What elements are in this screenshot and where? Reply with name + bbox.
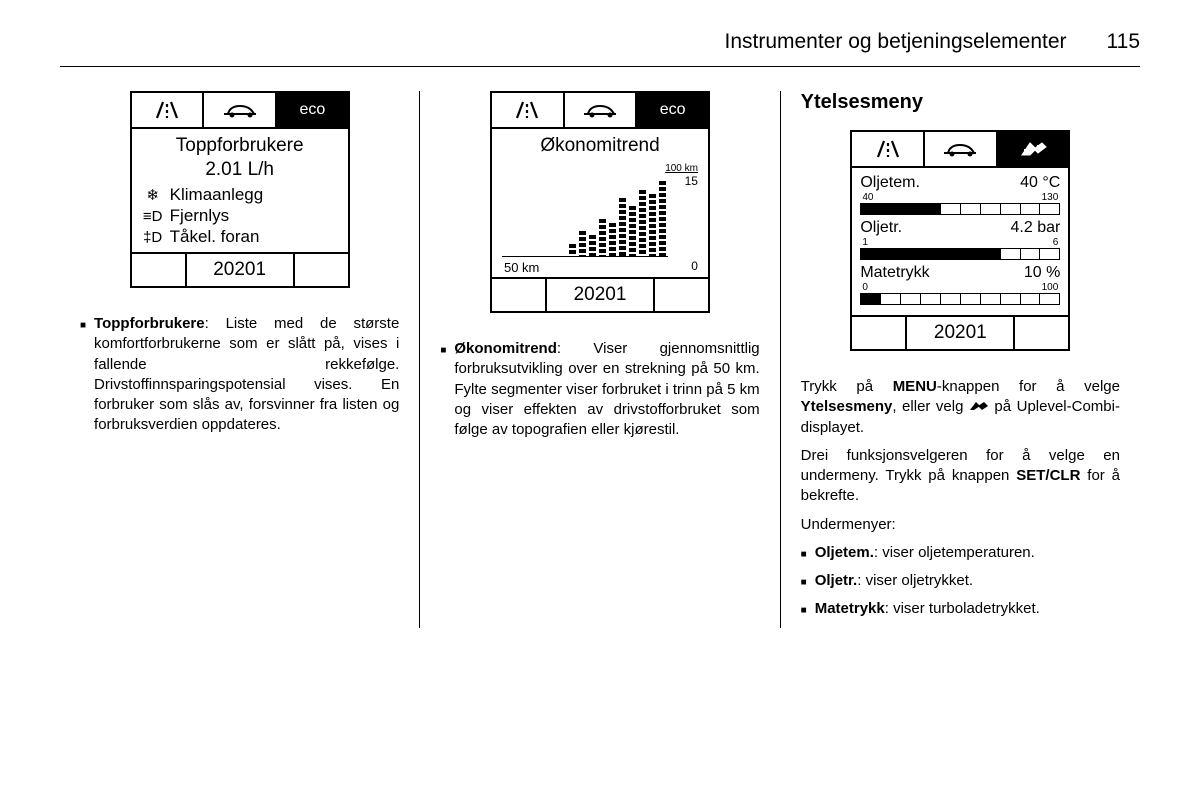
consumer-icon: ❄ bbox=[142, 186, 164, 204]
dic-display-eco-trend: eco Økonomitrend 100 km 15 0 50 km bbox=[490, 91, 710, 313]
performance-rows: Oljetem.40 °C40130Oljetr.4.2 bar16Matetr… bbox=[852, 168, 1068, 317]
consumer-row: ≡D Fjernlys bbox=[142, 206, 338, 226]
column-3: Ytelsesmeny Oljetem.40 °C40130Oljetr.4.2… bbox=[780, 91, 1140, 628]
tab-lane-icon bbox=[492, 93, 565, 127]
perf-value: 10 % bbox=[1024, 264, 1060, 282]
bar bbox=[589, 235, 596, 256]
footer-row: 20201 bbox=[492, 279, 708, 311]
bar bbox=[659, 181, 666, 256]
dic-display-eco-consumers: eco Toppforbrukere 2.01 L/h ❄ Klimaanlegg… bbox=[130, 91, 350, 288]
section-title: Ytelsesmeny bbox=[801, 91, 1120, 114]
perf-label: Oljetem. bbox=[860, 174, 920, 192]
consumer-icon: ≡D bbox=[142, 208, 164, 225]
consumer-label: Klimaanlegg bbox=[170, 185, 264, 205]
screen-title: Toppforbrukere bbox=[142, 135, 338, 157]
tab-row: eco bbox=[492, 93, 708, 129]
screen-title: Økonomitrend bbox=[502, 135, 698, 157]
perf-label: Matetrykk bbox=[860, 264, 929, 282]
bar bbox=[569, 244, 576, 256]
perf-label: Oljetr. bbox=[860, 219, 902, 237]
tab-row bbox=[852, 132, 1068, 168]
perf-value: 40 °C bbox=[1020, 174, 1060, 192]
tab-car-icon bbox=[925, 132, 998, 166]
list-item: Toppforbrukere: Liste med de største kom… bbox=[80, 314, 399, 436]
bar bbox=[649, 194, 656, 256]
screen-value: 2.01 L/h bbox=[142, 159, 338, 181]
screen-body: Toppforbrukere 2.01 L/h ❄ Klimaanlegg ≡D Fj… bbox=[132, 129, 348, 254]
bar bbox=[599, 219, 606, 256]
bar bbox=[579, 231, 586, 256]
consumer-row: ‡D Tåkel. foran bbox=[142, 227, 338, 247]
tab-lane-icon bbox=[132, 93, 205, 127]
column-2: eco Økonomitrend 100 km 15 0 50 km bbox=[419, 91, 779, 628]
list-item: Matetrykk: viser turboladetrykket. bbox=[801, 599, 1120, 619]
bar-chart: 100 km 15 0 50 km bbox=[502, 163, 698, 273]
perf-bar bbox=[860, 248, 1060, 260]
page-header: Instrumenter og betjeningselementer 115 bbox=[60, 30, 1140, 62]
bar bbox=[629, 206, 636, 256]
tab-car-icon bbox=[565, 93, 638, 127]
screen-body: Økonomitrend 100 km 15 0 50 km bbox=[492, 129, 708, 279]
submenu-label: Undermenyer: bbox=[801, 515, 1120, 535]
bullet-list: Økonomitrend: Viser gjennomsnittlig forb… bbox=[440, 339, 759, 440]
perf-row: Oljetem.40 °C40130 bbox=[860, 174, 1060, 215]
odometer: 20201 bbox=[547, 279, 655, 311]
footer-row: 20201 bbox=[132, 254, 348, 286]
consumer-row: ❄ Klimaanlegg bbox=[142, 185, 338, 205]
consumer-label: Tåkel. foran bbox=[170, 227, 260, 247]
tab-car-icon bbox=[204, 93, 277, 127]
perf-bar bbox=[860, 203, 1060, 215]
header-title: Instrumenter og betjeningselementer bbox=[724, 30, 1066, 54]
page-number: 115 bbox=[1107, 30, 1140, 54]
list-item: Økonomitrend: Viser gjennomsnittlig forb… bbox=[440, 339, 759, 440]
footer-row: 20201 bbox=[852, 317, 1068, 349]
column-1: eco Toppforbrukere 2.01 L/h ❄ Klimaanlegg… bbox=[60, 91, 419, 628]
perf-bar bbox=[860, 293, 1060, 305]
perf-row: Matetrykk10 %0100 bbox=[860, 264, 1060, 305]
header-rule bbox=[60, 66, 1140, 67]
flags-icon bbox=[969, 400, 989, 412]
consumer-label: Fjernlys bbox=[170, 206, 230, 226]
bullet-list: Toppforbrukere: Liste med de største kom… bbox=[80, 314, 399, 436]
bar bbox=[619, 198, 626, 256]
content-columns: eco Toppforbrukere 2.01 L/h ❄ Klimaanlegg… bbox=[60, 91, 1140, 628]
perf-row: Oljetr.4.2 bar16 bbox=[860, 219, 1060, 260]
tab-flags-icon bbox=[998, 132, 1069, 166]
submenu-list: Oljetem.: viser oljetemperaturen. Oljetr.… bbox=[801, 543, 1120, 620]
odometer: 20201 bbox=[907, 317, 1015, 349]
perf-value: 4.2 bar bbox=[1011, 219, 1061, 237]
paragraph: Trykk på MENU-knappen for å velge Ytelse… bbox=[801, 377, 1120, 535]
tab-eco: eco bbox=[277, 93, 348, 127]
consumer-icon: ‡D bbox=[142, 229, 164, 246]
tab-lane-icon bbox=[852, 132, 925, 166]
bar bbox=[639, 190, 646, 256]
list-item: Oljetr.: viser oljetrykket. bbox=[801, 571, 1120, 591]
list-item: Oljetem.: viser oljetemperaturen. bbox=[801, 543, 1120, 563]
tab-row: eco bbox=[132, 93, 348, 129]
odometer: 20201 bbox=[187, 254, 295, 286]
tab-eco: eco bbox=[637, 93, 708, 127]
dic-display-performance: Oljetem.40 °C40130Oljetr.4.2 bar16Matetr… bbox=[850, 130, 1070, 351]
bar bbox=[609, 223, 616, 256]
